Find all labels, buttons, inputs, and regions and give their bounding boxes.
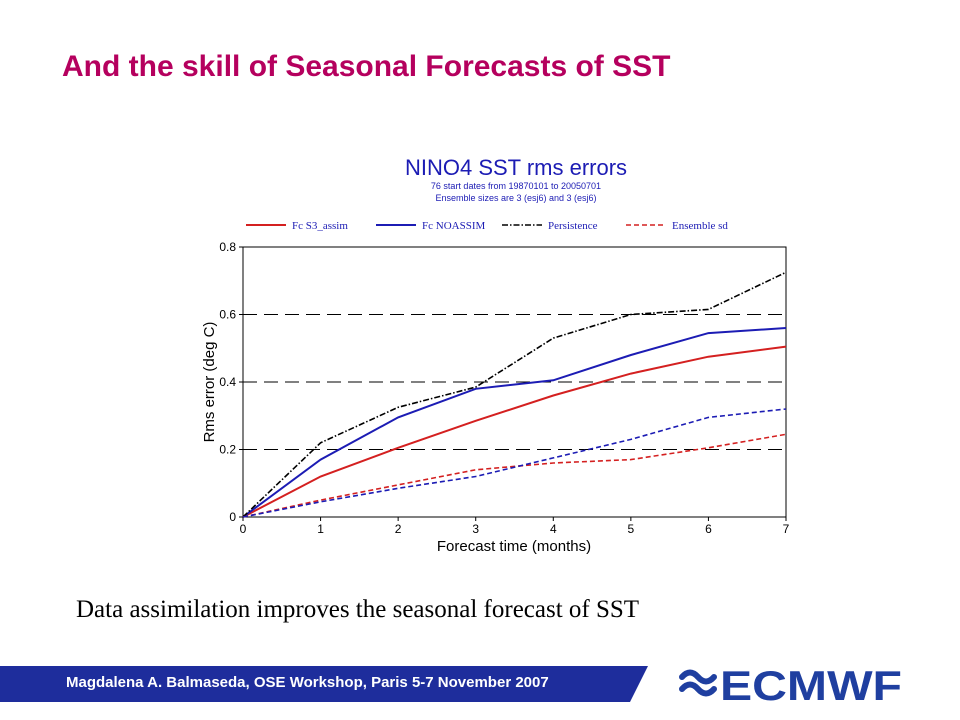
slide-title: And the skill of Seasonal Forecasts of S… [62, 50, 671, 83]
x-tick-label-1: 1 [317, 522, 324, 536]
y-tick-label-4: 0.8 [219, 240, 236, 254]
legend-label-3: Ensemble sd [672, 220, 728, 232]
y-tick-label-0: 0 [229, 510, 236, 524]
legend-label-2: Persistence [548, 220, 598, 232]
y-tick-label-3: 0.6 [219, 308, 236, 322]
chart-series [242, 271, 787, 518]
chart-subtitle-1: 76 start dates from 19870101 to 20050701 [431, 181, 601, 191]
y-tick-label-2: 0.4 [219, 375, 236, 389]
series-line-1 [242, 327, 787, 518]
slide-caption: Data assimilation improves the seasonal … [76, 596, 640, 623]
x-tick-label-3: 3 [472, 522, 479, 536]
legend-label-1: Fc NOASSIM [422, 220, 485, 232]
series-line-0 [242, 345, 787, 518]
logo-wordmark: ECMWF [720, 662, 902, 706]
y-tick-label-1: 0.2 [219, 443, 236, 457]
ecmwf-logo: ECMWF [679, 662, 902, 706]
x-axis-label: Forecast time (months) [437, 538, 591, 555]
series-line-4 [242, 408, 787, 518]
x-tick-label-7: 7 [783, 522, 790, 536]
chart-subtitle-2: Ensemble sizes are 3 (esj6) and 3 (esj6) [435, 193, 596, 203]
rms-error-chart: NINO4 SST rms errors 76 start dates from… [201, 155, 790, 555]
series-line-2 [242, 271, 787, 518]
footer-text: Magdalena A. Balmaseda, OSE Workshop, Pa… [66, 674, 549, 691]
y-axis-label: Rms error (deg C) [201, 322, 218, 443]
wave-icon [679, 669, 717, 697]
chart-legend: Fc S3_assim Fc NOASSIM Persistence Ensemble… [246, 220, 728, 232]
x-tick-label-4: 4 [550, 522, 557, 536]
x-tick-label-0: 0 [240, 522, 247, 536]
x-tick-label-5: 5 [628, 522, 635, 536]
footer-band [0, 666, 648, 702]
x-tick-label-6: 6 [705, 522, 712, 536]
chart-title: NINO4 SST rms errors [405, 155, 627, 180]
plot-frame [242, 246, 787, 518]
legend-label-0: Fc S3_assim [292, 220, 348, 232]
chart-ticks: 0 0.2 0.4 0.6 0.8 0 1 2 3 4 5 6 7 [219, 240, 789, 536]
x-tick-label-2: 2 [395, 522, 402, 536]
